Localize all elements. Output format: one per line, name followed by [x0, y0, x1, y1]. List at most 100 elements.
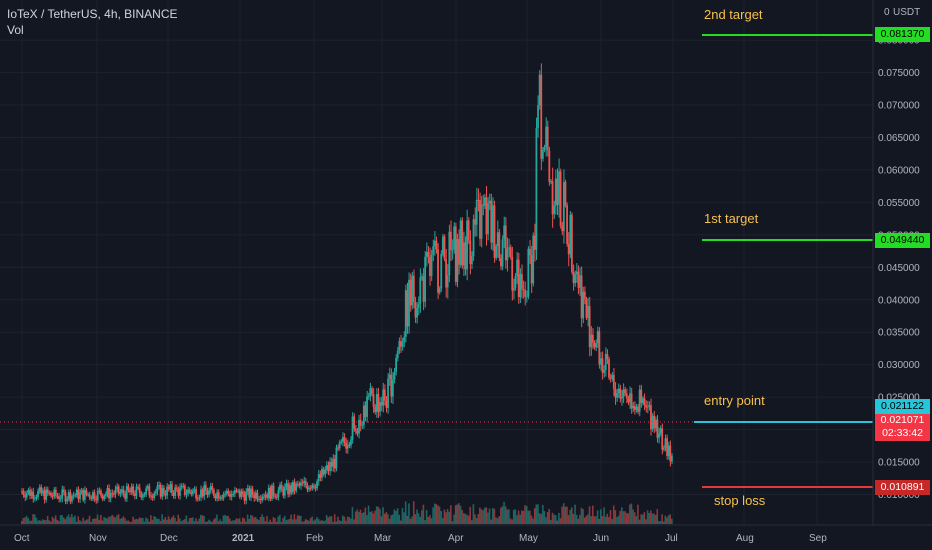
candle-body [337, 447, 339, 449]
candle-body [106, 488, 109, 495]
candle-body [372, 394, 375, 407]
candle-body [182, 485, 185, 487]
volume-bar [572, 513, 575, 524]
volume-bar [648, 512, 651, 524]
candle-body [291, 482, 294, 493]
volume-bar [364, 507, 367, 524]
volume-bar [212, 519, 215, 524]
volume-bar [261, 514, 263, 524]
candle-body [225, 491, 228, 494]
candle-body [246, 488, 249, 492]
candle-body [348, 444, 351, 446]
volume-bar [79, 520, 81, 524]
candle-body [448, 231, 451, 276]
candle-body [185, 493, 188, 495]
volume-bar [382, 507, 384, 524]
candle-body [308, 487, 310, 490]
volume-bar [424, 520, 426, 524]
volume-bar [609, 510, 612, 524]
volume-bar [141, 517, 144, 524]
candle-body [645, 405, 647, 408]
volume-bar [551, 512, 554, 524]
volume-bar [621, 507, 623, 524]
volume-bar [309, 518, 312, 524]
candle-body [630, 393, 633, 409]
candle-body [183, 485, 186, 495]
volume-bar [201, 515, 204, 524]
candle-body [274, 495, 277, 497]
candle-body [158, 484, 160, 486]
volume-bar [250, 515, 252, 524]
time-tick-label: Mar [374, 533, 392, 544]
volume-bar [46, 515, 49, 524]
candle-body [606, 353, 609, 360]
volume-bar [662, 521, 665, 524]
volume-bar [119, 518, 121, 524]
volume-bar [491, 508, 494, 524]
volume-bar [87, 519, 89, 524]
candle-body [380, 402, 383, 406]
candle-body [287, 483, 289, 495]
candle-body [303, 480, 306, 483]
candle-body [141, 495, 144, 498]
candle-body [493, 205, 496, 258]
volume-bar [595, 516, 597, 524]
candle-body [253, 495, 256, 499]
volume-bar [546, 511, 549, 524]
candle-body [248, 488, 251, 498]
volume-bar [138, 517, 141, 524]
candle-body [101, 495, 104, 500]
volume-bar [290, 514, 292, 524]
time-tick-label: Apr [448, 533, 464, 544]
symbol-label[interactable]: IoTeX / TetherUS, 4h, BINANCE [7, 7, 178, 21]
candle-body [371, 388, 373, 395]
candle-body [379, 402, 381, 412]
volume-bar [58, 520, 60, 524]
candle-body [79, 492, 81, 500]
candle-body [338, 442, 341, 449]
candle-body [204, 485, 207, 492]
volume-bar [288, 518, 291, 524]
volume-bar [133, 519, 136, 524]
volume-bar [445, 512, 447, 524]
volume-bar [667, 515, 670, 524]
entry-price-tag: 0.021122 [875, 399, 930, 414]
volume-bar [43, 520, 46, 524]
volume-bar [343, 516, 346, 524]
candle-body [240, 491, 243, 497]
candle-body [558, 171, 560, 205]
volume-bar [524, 505, 526, 524]
volume-bar [233, 520, 236, 524]
price-tick-label: 0.015000 [878, 458, 920, 469]
candle-body [587, 306, 589, 318]
candle-body [424, 256, 427, 302]
volume-bar [98, 519, 101, 524]
volume-bar [604, 516, 607, 524]
volume-bar [132, 516, 134, 524]
volume-bar [354, 511, 357, 524]
volume-bar [416, 509, 418, 524]
candle-body [132, 486, 135, 494]
candle-body [516, 259, 518, 277]
candle-body [580, 275, 583, 319]
candle-body [585, 298, 588, 318]
candle-body [85, 490, 88, 495]
time-tick-label: Feb [306, 533, 324, 544]
candle-body [648, 405, 651, 407]
volume-bar [346, 516, 349, 524]
volume-bar [393, 509, 396, 524]
candle-body [527, 248, 530, 297]
volume-bar [109, 516, 112, 524]
volume-label[interactable]: Vol [7, 23, 24, 37]
candle-body [112, 493, 115, 495]
volume-bar [454, 505, 457, 524]
volume-bar [180, 521, 183, 524]
volume-bar [275, 521, 278, 524]
volume-bar [53, 518, 55, 524]
candle-body [622, 389, 625, 397]
volume-bar [395, 510, 397, 524]
price-tick-label: 0.025000 [878, 393, 920, 404]
volume-bar [459, 505, 462, 524]
volume-bar [122, 516, 125, 524]
